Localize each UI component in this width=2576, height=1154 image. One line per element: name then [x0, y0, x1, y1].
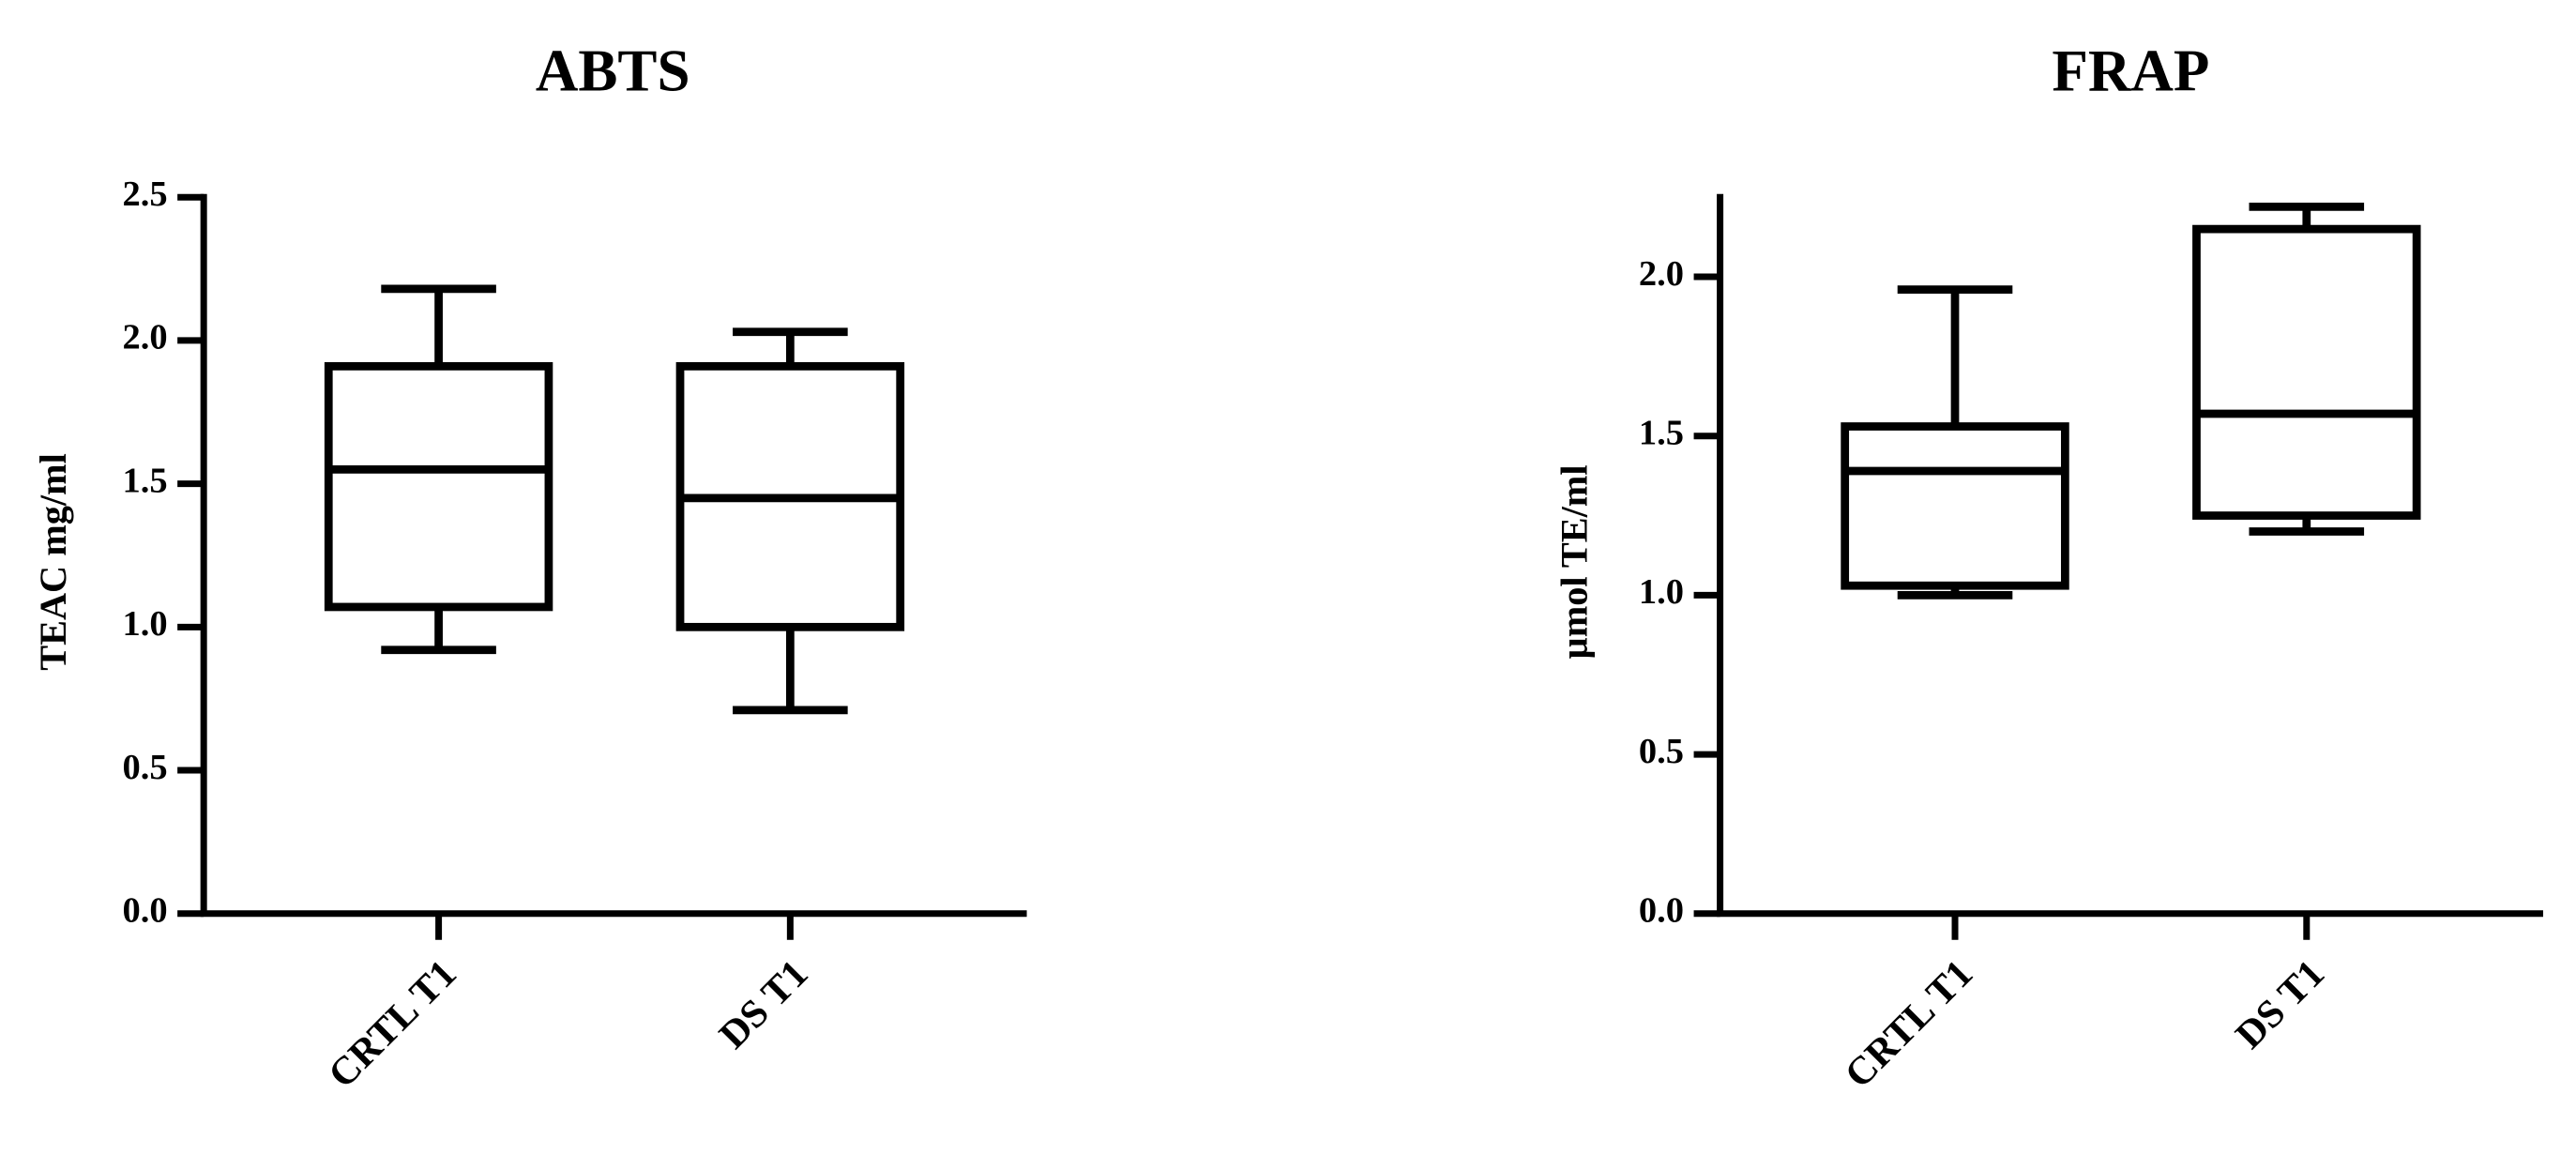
box	[2192, 224, 2421, 520]
chart-title: FRAP	[2052, 38, 2209, 103]
y-tick-label: 2.0	[1639, 254, 1684, 294]
y-tick-label: 2.0	[122, 318, 167, 357]
x-tick-label: CRTL T1	[1837, 952, 1981, 1097]
x-tick-label: DS T1	[2228, 952, 2333, 1057]
y-axis-label: TEAC mg/ml	[32, 453, 74, 671]
chart-title: ABTS	[536, 38, 690, 103]
x-tick-label: DS T1	[711, 952, 816, 1057]
y-tick-label: 1.0	[122, 604, 167, 644]
y-tick-label: 2.5	[122, 175, 167, 214]
y-tick-label: 0.0	[122, 891, 167, 931]
y-tick-label: 0.0	[1639, 891, 1684, 931]
y-tick-label: 1.5	[122, 461, 167, 500]
y-tick-label: 1.0	[1639, 572, 1684, 612]
box	[324, 362, 553, 612]
x-tick-label: CRTL T1	[321, 952, 465, 1097]
box	[1841, 422, 2069, 590]
y-axis-label: µmol TE/ml	[1553, 464, 1596, 659]
y-tick-label: 0.5	[122, 748, 167, 787]
chart-panel: FRAP µmol TE/ml 0.0 0.5 1.0 1.5 2.0 CRTL T1 DS T…	[1553, 38, 2543, 1097]
y-tick-label: 1.5	[1639, 414, 1684, 453]
chart-panel: ABTS TEAC mg/ml 0.0 0.5 1.0 1.5 2.0 2.5 CRTL T1 D…	[32, 38, 1027, 1097]
y-tick-label: 0.5	[1639, 732, 1684, 771]
